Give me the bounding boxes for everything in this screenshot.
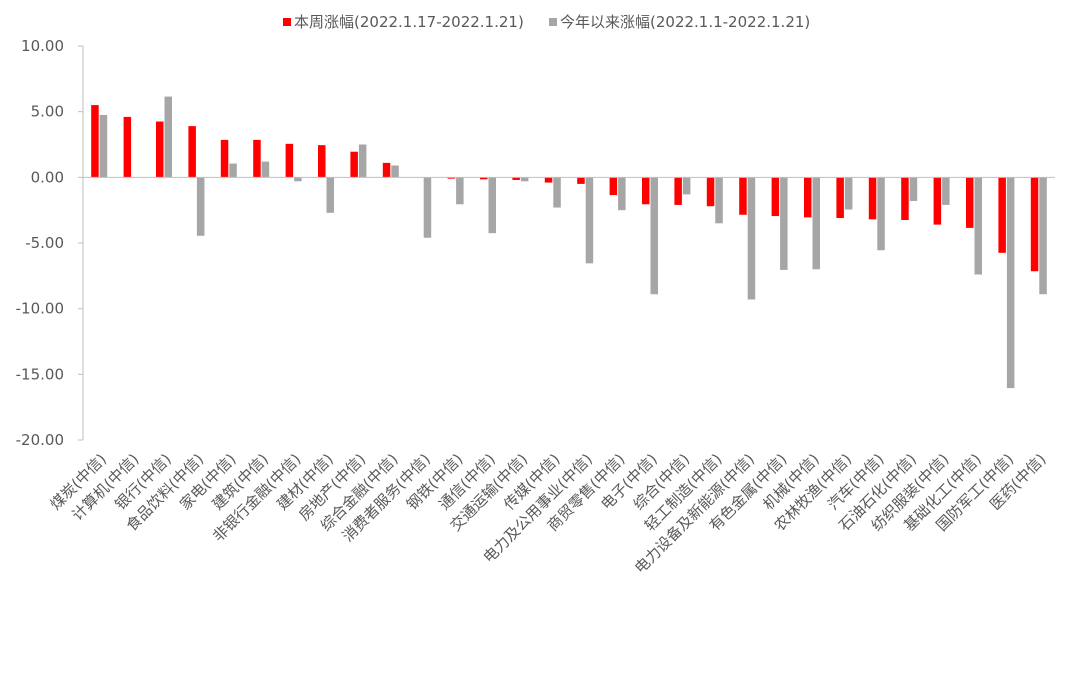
bar-weekly: [1030, 177, 1039, 272]
bar-ytd: [585, 177, 594, 264]
bar-ytd: [488, 177, 496, 234]
bar-weekly: [318, 145, 326, 178]
bar-weekly: [739, 177, 747, 215]
bar-weekly: [220, 139, 229, 178]
bar-ytd: [164, 96, 172, 178]
bar-weekly: [447, 177, 456, 179]
y-tick-label: 0.00: [31, 168, 64, 186]
bar-ytd: [909, 177, 918, 201]
bar-ytd: [423, 177, 432, 238]
bar-weekly: [966, 177, 974, 228]
bar-weekly: [836, 177, 844, 219]
bar-weekly: [998, 177, 1006, 253]
legend-label-weekly: 本周涨幅(2022.1.17-2022.1.21): [294, 13, 524, 31]
y-tick-label: -20.00: [16, 431, 64, 449]
bar-ytd: [261, 161, 270, 178]
bar-weekly: [285, 143, 294, 178]
bar-ytd: [780, 177, 788, 270]
bar-weekly: [609, 177, 618, 196]
bar-ytd: [520, 177, 529, 182]
bar-weekly: [804, 177, 812, 218]
bar-ytd: [391, 165, 399, 178]
bar-weekly: [771, 177, 780, 217]
bar-ytd: [1039, 177, 1047, 295]
category-labels: 煤炭(中信)计算机(中信)银行(中信)食品饮料(中信)家电(中信)建筑(中信)非…: [47, 450, 1050, 577]
bar-ytd: [942, 177, 950, 205]
bar-ytd: [456, 177, 464, 205]
bar-weekly: [901, 177, 909, 221]
bar-weekly: [156, 121, 164, 178]
legend-swatch-weekly: [283, 18, 291, 26]
bar-ytd: [844, 177, 853, 210]
bar-weekly: [350, 151, 358, 178]
bar-ytd: [618, 177, 626, 211]
bar-ytd: [1006, 177, 1015, 389]
bar-ytd: [326, 177, 334, 213]
bar-weekly: [868, 177, 877, 220]
bar-ytd: [715, 177, 723, 224]
y-tick-label: 10.00: [21, 37, 64, 55]
bar-ytd: [196, 177, 205, 236]
bar-ytd: [877, 177, 885, 251]
bar-weekly: [188, 126, 196, 178]
bar-ytd: [553, 177, 561, 208]
bar-ytd: [682, 177, 691, 195]
bar-weekly: [674, 177, 682, 205]
legend: 本周涨幅(2022.1.17-2022.1.21) 今年以来涨幅(2022.1.…: [283, 13, 810, 31]
bar-ytd: [974, 177, 982, 275]
bars: [91, 96, 1047, 389]
bar-ytd: [229, 163, 237, 178]
legend-swatch-ytd: [549, 18, 557, 26]
bar-ytd: [812, 177, 820, 270]
bar-weekly: [382, 162, 391, 178]
bar-weekly: [577, 177, 585, 184]
bar-weekly: [91, 105, 99, 178]
bar-ytd: [358, 144, 367, 178]
bar-ytd: [650, 177, 658, 295]
bar-weekly: [706, 177, 715, 207]
bar-weekly: [253, 139, 261, 178]
bar-weekly: [123, 116, 132, 178]
y-tick-label: 5.00: [31, 103, 64, 121]
y-axis: 10.00 5.00 0.00 -5.00 -10.00 -15.00 -20.00: [16, 37, 84, 449]
y-tick-label: -5.00: [25, 234, 64, 252]
bar-weekly: [933, 177, 942, 225]
bar-ytd: [294, 177, 302, 182]
bar-weekly: [642, 177, 650, 205]
bar-ytd: [747, 177, 756, 300]
legend-label-ytd: 今年以来涨幅(2022.1.1-2022.1.21): [560, 13, 810, 31]
y-tick-label: -10.00: [16, 300, 64, 318]
bar-weekly: [544, 177, 553, 183]
bar-weekly: [512, 177, 520, 180]
y-tick-label: -15.00: [16, 365, 64, 383]
bar-ytd: [99, 114, 108, 178]
bar-weekly: [480, 177, 488, 180]
